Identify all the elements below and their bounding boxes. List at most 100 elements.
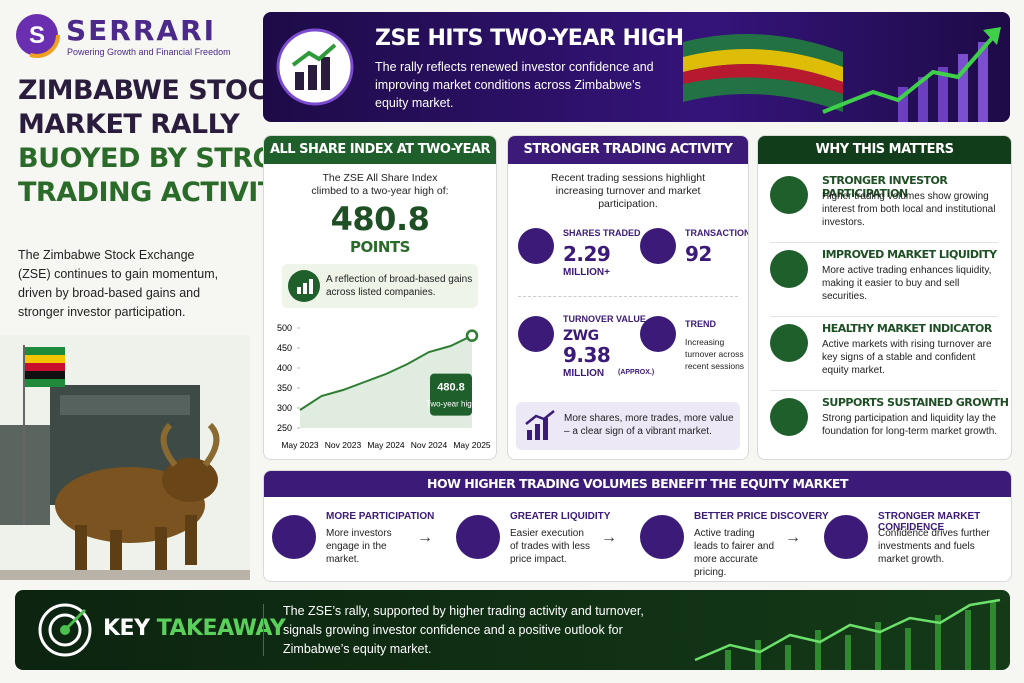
divider: [770, 316, 998, 317]
item-title: STRONGER INVESTOR PARTICIPATION: [822, 174, 948, 200]
benefits-title: HOW HIGHER TRADING VOLUMES BENEFIT THE E…: [264, 471, 1011, 497]
panel-title: ALL SHARE INDEX AT TWO-YEAR HIGH: [264, 136, 496, 185]
divider: [770, 242, 998, 243]
index-chart: 250 300 350 400 450 500 480.8 Two-year high May …: [277, 323, 491, 450]
stat-value: 2.29: [563, 242, 611, 266]
y-tick-label: 350: [277, 383, 292, 393]
banner-text: The rally reflects renewed investor conf…: [375, 60, 654, 110]
item-icon: [770, 176, 808, 214]
separator: [263, 604, 264, 656]
y-tick-label: 450: [277, 343, 292, 353]
note-text: A reflection of broad-based gains across…: [326, 274, 473, 298]
footer-box: More shares, more trades, more value – a…: [516, 402, 740, 450]
brand-tagline: Powering Growth and Financial Freedom: [67, 47, 231, 57]
step-arrow: →: [601, 529, 617, 546]
footer-icon: [525, 410, 555, 440]
stat-label: SHARES TRADED: [563, 228, 641, 238]
item-icon: [770, 398, 808, 436]
stat-label: TURNOVER VALUE: [563, 314, 646, 324]
stat-unit: MILLION: [563, 368, 605, 379]
item-icon: [770, 250, 808, 288]
banner-icon: [276, 28, 354, 106]
takeaway-icon: [38, 603, 92, 657]
end-point: [465, 329, 479, 342]
benefits-panel: HOW HIGHER TRADING VOLUMES BENEFIT THE E…: [263, 470, 1012, 582]
annotation-value: 480.8: [437, 382, 465, 394]
takeaway-label: KEY TAKEAWAY: [103, 616, 286, 641]
divider: [770, 390, 998, 391]
item-text: Higher trading volumes show growing inte…: [822, 191, 996, 228]
stat-value: 9.38: [563, 343, 611, 367]
index-unit: POINTS: [350, 238, 410, 256]
banner: ZSE HITS TWO-YEAR HIGH The rally reflect…: [263, 12, 1010, 122]
step-icon: [272, 515, 316, 559]
takeaway-art: [694, 598, 1001, 670]
step-icon: [640, 515, 684, 559]
bull-illustration: [0, 335, 250, 580]
takeaway-label-1: KEY: [103, 616, 150, 641]
step-icon: [456, 515, 500, 559]
x-tick-label: May 2024: [367, 440, 405, 450]
step-text: More investors engage in the market.: [326, 528, 392, 565]
stat-label: TRANSACTIONS: [685, 228, 748, 238]
step-title: STRONGER MARKET CONFIDENCE: [878, 511, 981, 533]
annotation-text: Two-year high: [426, 400, 476, 409]
x-tick-label: Nov 2024: [411, 440, 448, 450]
step-text: Confidence drives further investments an…: [878, 528, 990, 565]
intro: The Zimbabwe Stock Exchange (ZSE) contin…: [18, 248, 219, 319]
x-tick-label: May 2025: [453, 440, 491, 450]
step-arrow: →: [417, 529, 433, 546]
panel-title: WHY THIS MATTERS: [758, 136, 1011, 164]
stat-value: 92: [685, 242, 712, 266]
divider: [518, 296, 738, 297]
annotation-box: [430, 373, 472, 416]
step-title: GREATER LIQUIDITY: [510, 511, 611, 522]
y-tick-label: 500: [277, 323, 292, 333]
trading-panel: STRONGER TRADING ACTIVITY Recent trading…: [507, 135, 749, 460]
line: [299, 334, 473, 411]
panel-title: STRONGER TRADING ACTIVITY: [508, 136, 748, 164]
headline-line: TRADING ACTIVITY: [18, 177, 295, 208]
brand-name: SERRARI: [66, 14, 217, 47]
headline-line: ZIMBABWE STOCK: [18, 75, 288, 106]
footer-text: More shares, more trades, more value – a…: [564, 413, 734, 437]
x-tick-label: May 2023: [281, 440, 319, 450]
index-text: The ZSE All Share Index climbed to a two…: [311, 172, 449, 197]
note-icon: [288, 270, 320, 302]
stat-label: TREND: [685, 319, 716, 329]
y-tick-label: 400: [277, 363, 292, 373]
index-panel: ALL SHARE INDEX AT TWO-YEAR HIGH The ZSE…: [263, 135, 497, 460]
headline-line: MARKET RALLY: [18, 109, 240, 140]
step-title: MORE PARTICIPATION: [326, 511, 435, 522]
trading-text: Recent trading sessions highlight increa…: [550, 172, 706, 210]
banner-art: [683, 27, 1001, 122]
stat-unit: MILLION+: [563, 267, 610, 278]
logo-mark: S: [14, 12, 60, 58]
item-icon: [770, 324, 808, 362]
banner-title: ZSE HITS TWO-YEAR HIGH: [375, 26, 684, 51]
takeaway-label-2: TAKEAWAY: [156, 616, 286, 641]
transactions-icon: [640, 228, 676, 264]
item-text: Strong participation and liquidity lay t…: [822, 413, 998, 437]
step-arrow: →: [785, 529, 801, 546]
trend-icon: [640, 316, 676, 352]
note-box: A reflection of broad-based gains across…: [282, 264, 478, 308]
area: [300, 335, 472, 428]
takeaway: KEY TAKEAWAY The ZSE’s rally, supported …: [15, 590, 1010, 670]
item-text: Active markets with rising turnover are …: [822, 339, 992, 376]
why-panel: WHY THIS MATTERS STRONGER INVESTOR PARTI…: [757, 135, 1012, 460]
stat-prefix: ZWG: [563, 328, 599, 344]
takeaway-text: The ZSE’s rally, supported by higher tra…: [283, 604, 644, 656]
y-tick-label: 250: [277, 423, 292, 433]
step-icon: [824, 515, 868, 559]
y-tick-label: 300: [277, 403, 292, 413]
step-title: BETTER PRICE DISCOVERY: [694, 511, 829, 522]
index-value: 480.8: [330, 200, 430, 238]
item-title: IMPROVED MARKET LIQUIDITY: [822, 248, 997, 261]
trend-text: Increasing turnover across recent sessio…: [685, 337, 745, 371]
step-text: Active trading leads to fairer and more …: [694, 528, 775, 578]
svg-text:S: S: [29, 22, 45, 49]
shares-icon: [518, 228, 554, 264]
